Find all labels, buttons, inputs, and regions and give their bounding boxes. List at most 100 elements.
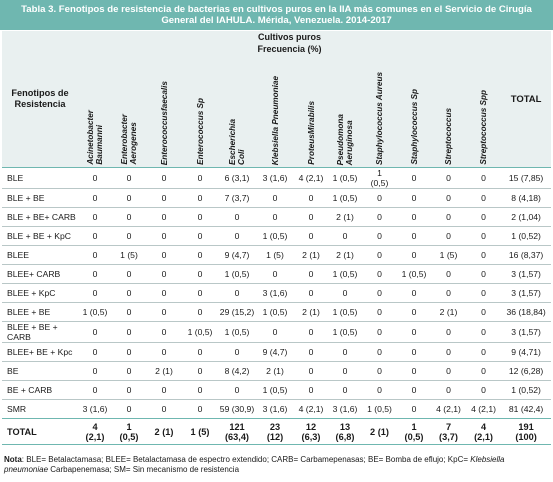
table-cell: 8 (4,2) xyxy=(224,366,250,376)
table-cell: 3 (1,6) xyxy=(332,404,358,414)
table-cell: 1 (0,5) xyxy=(370,168,389,188)
total-cell: 2 (1) xyxy=(154,426,174,437)
table-cell: 0 xyxy=(161,385,167,395)
table-cell: 0 xyxy=(308,327,314,337)
total-row: TOTAL 4 (2,1) 1 (0,5) 2 (1) 1 (5) 121 (63,4) 2… xyxy=(2,418,552,445)
row-total: 1 (0,52) xyxy=(511,385,541,395)
table-row: BLEE+ CARB 0 0 0 0 1 (0,5) 0 0 1 (0,5) 0 1 (0,5) 0 0… xyxy=(2,264,552,284)
row-label: BLEE + BE xyxy=(7,307,51,317)
table-cell: 0 xyxy=(92,193,98,203)
table-cell: 0 xyxy=(481,347,486,357)
column-header: Streptococcus Spp xyxy=(466,55,501,168)
table-cell: 0 xyxy=(308,288,314,298)
table-cell: 0 xyxy=(126,366,132,376)
column-header-label: Escherichia Coli xyxy=(228,119,246,165)
table-cell: 0 xyxy=(342,347,348,357)
table-cell: 0 xyxy=(411,250,417,260)
table-cell: 0 xyxy=(161,327,167,337)
note-text-2: Carbapenemasa; SM= Sin mecanismo de resi… xyxy=(48,465,240,474)
table-cell: 0 xyxy=(234,385,240,395)
column-header-label: Enterococcus Sp xyxy=(195,98,205,165)
table-cell: 1 (0,5) xyxy=(332,269,358,279)
column-header-label: Enterococcusfaecalis xyxy=(159,80,169,165)
total-cell: 7 (3,7) xyxy=(439,421,458,442)
table-cell: 0 xyxy=(161,231,167,241)
row-total: 8 (4,18) xyxy=(511,193,541,203)
table-cell: 6 (3,1) xyxy=(224,173,250,183)
table-cell: 0 xyxy=(308,231,314,241)
table-cell: 0 xyxy=(197,231,203,241)
total-cell: 13 (6,8) xyxy=(335,421,355,442)
column-header-label: Enterobacter Aerogenes xyxy=(120,114,138,165)
table-row: BLEE 0 1 (5) 0 0 9 (4,7) 1 (5) 2 (1) 2 (1) 0 0 1 (5… xyxy=(2,245,552,265)
table-cell: 0 xyxy=(161,269,167,279)
table-cell: 0 xyxy=(197,269,203,279)
table-row: BLEE + BE + CARB 0 0 0 1 (0,5) 1 (0,5) 0 0 1 (0,… xyxy=(2,321,552,343)
table-cell: 0 xyxy=(126,231,132,241)
column-header-label: Staphylococcus Sp xyxy=(409,89,419,165)
row-total: 12 (6,28) xyxy=(508,366,544,376)
table-cell: 0 xyxy=(92,173,98,183)
table-cell: 1 (0,5) xyxy=(262,385,288,395)
table-cell: 0 xyxy=(342,231,348,241)
table-cell: 0 xyxy=(92,288,98,298)
table-cell: 0 xyxy=(446,269,451,279)
table-cell: 0 xyxy=(411,366,417,376)
row-label: BLE + BE+ CARB xyxy=(7,212,76,222)
note-text: : BLE= Betalactamasa; BLEE= Betalactamas… xyxy=(21,455,471,464)
table-cell: 0 xyxy=(481,327,486,337)
table-cell: 1 (0,5) xyxy=(262,307,288,317)
table-cell: 1 (0,5) xyxy=(187,327,213,337)
table-cell: 1 (0,5) xyxy=(332,173,358,183)
row-label: BE xyxy=(7,366,19,376)
total-cell: 2 (1) xyxy=(370,426,389,437)
group-header-line2: Frecuencia (%) xyxy=(257,44,322,54)
column-header: Escherichia Coli xyxy=(218,55,256,168)
table-cell: 2 (1) xyxy=(302,250,320,260)
table-cell: 0 xyxy=(126,404,132,414)
total-cell: 1 (0,5) xyxy=(119,421,139,442)
row-label: SMR xyxy=(7,404,27,414)
table-cell: 0 xyxy=(161,347,167,357)
table-cell: 3 (1,6) xyxy=(262,404,288,414)
table-cell: 0 xyxy=(481,193,486,203)
table-cell: 0 xyxy=(308,366,314,376)
table-cell: 0 xyxy=(377,327,382,337)
table-cell: 0 xyxy=(234,347,240,357)
table-cell: 2 (1) xyxy=(336,212,354,222)
table-cell: 0 xyxy=(308,212,314,222)
total-cell: 12 (6,3) xyxy=(301,421,321,442)
table-cell: 0 xyxy=(411,404,417,414)
row-total: 15 (7,85) xyxy=(508,173,544,183)
table-cell: 2 (1) xyxy=(266,366,284,376)
table-cell: 0 xyxy=(234,288,240,298)
table-cell: 1 (5) xyxy=(120,250,138,260)
table-cell: 1 (0,5) xyxy=(332,327,358,337)
row-label: BLE + BE + KpC xyxy=(7,231,72,241)
table-cell: 0 xyxy=(197,193,203,203)
table-cell: 0 xyxy=(411,288,417,298)
table-cell: 0 xyxy=(446,366,451,376)
total-column-header: TOTAL xyxy=(510,93,542,105)
table-cell: 0 xyxy=(446,193,451,203)
table-row: BLEE+ BE + Kpc 0 0 0 0 0 9 (4,7) 0 0 0 0 0 0 9 (4,71) xyxy=(2,342,552,362)
table-cell: 0 xyxy=(481,269,486,279)
table-cell: 0 xyxy=(92,250,98,260)
table-cell: 0 xyxy=(377,288,382,298)
table-cell: 0 xyxy=(234,231,240,241)
total-cell: 4 (2,1) xyxy=(85,421,105,442)
column-header-label: Acinetobacter Baumanni xyxy=(86,110,104,165)
table-cell: 0 xyxy=(377,269,382,279)
column-header: Acinetobacter Baumanni xyxy=(78,55,112,168)
table-cell: 0 xyxy=(446,347,451,357)
total-cell: 1 (5) xyxy=(190,426,210,437)
table-row: SMR 3 (1,6) 0 0 0 59 (30,9) 3 (1,6) 4 (2,1) 3 (1… xyxy=(2,399,552,419)
table-title: Tabla 3. Fenotipos de resistencia de bac… xyxy=(0,0,553,30)
table-cell: 0 xyxy=(161,404,167,414)
table-cell: 0 xyxy=(92,385,98,395)
table-cell: 0 xyxy=(272,269,278,279)
table-cell: 2 (1) xyxy=(155,366,173,376)
table-cell: 2 (1) xyxy=(439,307,458,317)
table-note: Nota: BLE= Betalactamasa; BLEE= Betalact… xyxy=(4,455,549,475)
row-total: 81 (42,4) xyxy=(508,404,544,414)
